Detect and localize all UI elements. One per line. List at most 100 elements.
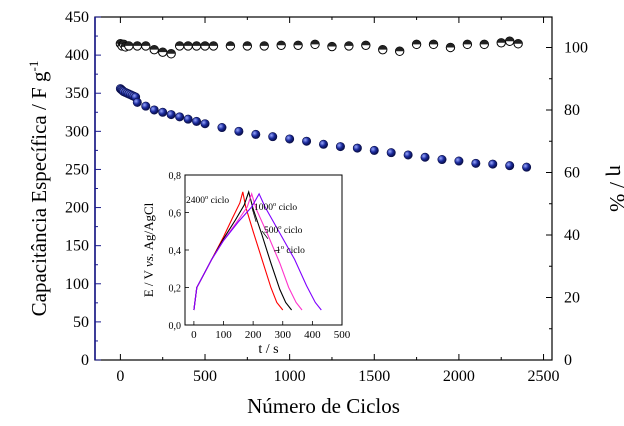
capacitance-point bbox=[403, 150, 413, 160]
inset-series-label-number: 1 bbox=[276, 246, 281, 256]
y-left-tick-label: 400 bbox=[65, 47, 89, 64]
inset-y-tick-label: 0,6 bbox=[169, 209, 182, 220]
y-left-tick-label: 150 bbox=[65, 238, 89, 255]
inset-series-label-suffix: ciclo bbox=[208, 196, 229, 206]
efficiency-point bbox=[479, 39, 489, 50]
efficiency-marker-fill bbox=[293, 41, 303, 46]
efficiency-marker-fill bbox=[141, 41, 150, 46]
efficiency-marker-fill bbox=[243, 41, 252, 46]
efficiency-marker-fill bbox=[200, 41, 210, 46]
efficiency-point bbox=[200, 41, 210, 51]
efficiency-marker-fill bbox=[412, 40, 421, 45]
capacitance-point bbox=[471, 158, 481, 168]
x-tick-label: 1000 bbox=[274, 368, 306, 385]
efficiency-point bbox=[428, 39, 439, 50]
efficiency-marker-fill bbox=[446, 43, 455, 48]
efficiency-marker-fill bbox=[209, 41, 218, 46]
inset-x-axis-title: t / s bbox=[258, 342, 278, 357]
efficiency-point bbox=[259, 41, 269, 51]
x-tick-label: 2500 bbox=[528, 368, 560, 385]
y-left-tick-label: 200 bbox=[65, 200, 89, 217]
efficiency-point bbox=[445, 42, 456, 53]
capacitance-point bbox=[251, 129, 261, 139]
inset-x-tick-label: 300 bbox=[275, 329, 292, 341]
capacitance-point bbox=[132, 97, 142, 107]
efficiency-point bbox=[310, 39, 320, 50]
efficiency-marker-fill bbox=[175, 41, 184, 46]
inset-series-label-suffix: ciclo bbox=[284, 246, 305, 256]
inset-series-label: 500o ciclo bbox=[264, 224, 303, 236]
inset-x-tick-label: 400 bbox=[304, 329, 321, 341]
inset-series-label-degree: o bbox=[273, 201, 276, 208]
inset-label-pointer bbox=[251, 207, 257, 222]
capacitance-point bbox=[369, 145, 379, 155]
efficiency-marker-fill bbox=[276, 41, 286, 46]
capacitance-point bbox=[217, 123, 227, 133]
inset-series-label: 1o ciclo bbox=[276, 244, 305, 256]
inset-frame bbox=[184, 174, 343, 326]
efficiency-marker-fill bbox=[150, 45, 159, 50]
y-left-tick-label: 50 bbox=[73, 314, 89, 331]
efficiency-point bbox=[462, 39, 473, 50]
y-right-tick-label: 20 bbox=[564, 289, 580, 306]
efficiency-marker-fill bbox=[344, 41, 354, 46]
y-left-tick-label: 0 bbox=[81, 352, 89, 369]
efficiency-marker-fill bbox=[183, 41, 193, 46]
inset-series-line bbox=[193, 192, 322, 311]
efficiency-marker-fill bbox=[505, 37, 514, 42]
inset-y-axis-title-part: E / V bbox=[141, 267, 156, 297]
y-left-axis-title-superscript: -1 bbox=[26, 61, 41, 72]
y-left-tick-label: 100 bbox=[65, 276, 89, 293]
capacitance-point bbox=[454, 156, 464, 166]
capacitance-point bbox=[302, 136, 312, 146]
efficiency-marker-fill bbox=[124, 41, 134, 46]
capacitance-point bbox=[285, 134, 295, 144]
inset-label-pointer bbox=[261, 230, 269, 239]
efficiency-marker-fill bbox=[497, 38, 506, 43]
capacitance-point bbox=[158, 107, 168, 117]
efficiency-point bbox=[149, 44, 159, 55]
efficiency-marker-fill bbox=[192, 41, 201, 46]
y-left-axis-title-text: Capacitância Específica / F g bbox=[27, 71, 51, 316]
efficiency-marker-fill bbox=[480, 40, 489, 45]
capacitance-point bbox=[522, 162, 532, 172]
capacitance-point bbox=[386, 148, 396, 158]
efficiency-point bbox=[361, 40, 371, 51]
inset-y-tick-label: 0,2 bbox=[169, 284, 182, 295]
x-tick-label: 500 bbox=[193, 368, 217, 385]
x-axis-title: Número de Ciclos bbox=[247, 394, 400, 418]
efficiency-marker-fill bbox=[166, 49, 176, 54]
capacitance-point bbox=[200, 119, 210, 129]
efficiency-marker-fill bbox=[463, 40, 472, 45]
efficiency-point bbox=[378, 44, 388, 55]
x-tick-label: 1500 bbox=[358, 368, 390, 385]
inset-y-tick-label: 0,8 bbox=[169, 171, 182, 182]
inset-x-tick-label: 100 bbox=[215, 329, 232, 341]
efficiency-point bbox=[327, 41, 337, 52]
y-right-tick-label: 60 bbox=[564, 164, 580, 181]
capacitance-point bbox=[234, 126, 244, 136]
efficiency-marker-fill bbox=[429, 40, 438, 45]
efficiency-marker-fill bbox=[260, 41, 269, 46]
inset-series-label-suffix: ciclo bbox=[276, 203, 297, 213]
efficiency-marker-fill bbox=[133, 41, 142, 46]
inset-label-pointer bbox=[273, 249, 280, 252]
inset-series-label-degree: o bbox=[278, 224, 281, 231]
efficiency-marker-fill bbox=[361, 41, 371, 46]
inset-series-label: 1000o ciclo bbox=[254, 201, 297, 213]
capacitance-point bbox=[505, 161, 515, 171]
efficiency-point bbox=[394, 46, 405, 56]
inset-x-tick-label: 500 bbox=[334, 329, 351, 341]
inset-y-axis-title: E / V vs. Ag/AgCl bbox=[141, 202, 156, 297]
inset-series-label-degree: o bbox=[205, 194, 208, 201]
efficiency-point bbox=[411, 39, 422, 50]
capacitance-point bbox=[175, 112, 185, 122]
y-left-tick-label: 450 bbox=[65, 9, 89, 26]
efficiency-marker-fill bbox=[327, 42, 337, 47]
y-left-tick-label: 300 bbox=[65, 123, 89, 140]
capacitance-point bbox=[437, 155, 447, 165]
capacitance-point bbox=[335, 142, 345, 152]
inset-y-axis-title-part: vs. bbox=[141, 253, 156, 267]
inset-x-tick-label: 0 bbox=[191, 329, 197, 341]
